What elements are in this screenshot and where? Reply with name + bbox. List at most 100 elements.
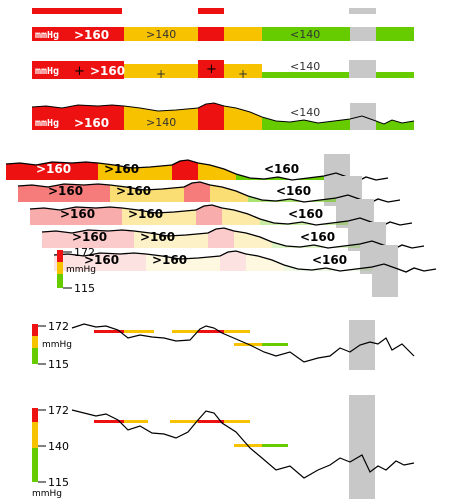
stack-high-label: >160 xyxy=(84,253,119,267)
stack-low-label: <160 xyxy=(288,207,323,221)
chart6-axis-yellow xyxy=(32,336,38,348)
stack-layer-red xyxy=(42,230,134,248)
row4-unit-label: mmHg xyxy=(35,118,59,129)
row4-green-area-2 xyxy=(376,120,414,130)
row4-outline xyxy=(31,102,415,125)
chart6-yellow-bar xyxy=(124,330,154,333)
stack-high-label: >160 xyxy=(72,230,107,244)
stack-layer-green xyxy=(272,242,360,248)
row2-high-label: >160 xyxy=(74,28,109,42)
stack-layer-line xyxy=(17,181,401,204)
row3-unit-label: mmHg xyxy=(35,66,59,77)
row1-gray-bar xyxy=(349,8,376,14)
chart7-axis-unit: mmHg xyxy=(32,489,62,499)
stack-layer-red-2 xyxy=(196,205,222,225)
stack-axis-yellow xyxy=(57,262,63,274)
stack-layer-red-2 xyxy=(172,160,198,180)
chart6-green-bar xyxy=(262,343,288,346)
chart6-axis-unit: mmHg xyxy=(42,340,72,350)
stacked-fading-layers: >160 >160 <160>160 >160 <160>160 >160 <160>160… xyxy=(5,154,437,297)
stack-high-label: >160 xyxy=(48,184,83,198)
row4-yellow-area-2 xyxy=(224,106,262,130)
stack-axis-green xyxy=(57,274,63,288)
row2-low-label: <140 xyxy=(290,28,320,41)
stack-axis: 172 mmHg 115 xyxy=(57,246,96,295)
chart6-axis-bottom: 115 xyxy=(48,358,69,371)
stack-layer-gray xyxy=(372,245,398,297)
row3-green-line xyxy=(262,72,350,78)
stack-layer-yellow-2 xyxy=(246,254,284,271)
chart7-gray-segment xyxy=(349,395,375,499)
row1-red-bar xyxy=(32,8,122,14)
row3-yellow-segment-2 xyxy=(224,64,262,78)
stack-layer-4: >160 >160 <160 xyxy=(41,222,425,274)
row3-green-line-2 xyxy=(376,72,414,78)
row3-yellow-segment xyxy=(124,64,198,78)
stack-layer-green xyxy=(284,265,372,271)
row3-plus-marker-4: + xyxy=(238,67,248,81)
row3-high-label: >160 xyxy=(90,64,125,78)
row2-red-segment xyxy=(32,27,124,41)
stack-low-label: <160 xyxy=(312,253,347,267)
chart7-line xyxy=(71,409,415,479)
row2-green-segment xyxy=(262,27,350,41)
row3-plus-marker-2: + xyxy=(156,67,166,81)
stack-axis-bottom: 115 xyxy=(74,282,95,295)
stack-layer-2: >160 >160 <160 xyxy=(17,176,401,228)
row3-plus-marker: + xyxy=(74,64,85,79)
row2-threshold-band: mmHg >160 >140 <140 xyxy=(32,27,414,42)
chart7-green-bar xyxy=(262,444,288,447)
row2-green-segment-2 xyxy=(376,27,414,41)
chart6-yellow-bar-2 xyxy=(172,330,198,333)
row1-indicator-bars xyxy=(32,8,376,14)
chart7-yellow-bar-2 xyxy=(170,420,198,423)
row2-gray-segment xyxy=(350,27,376,41)
stack-layer-5: >160 >160 <160 xyxy=(53,245,437,297)
row2-yellow-segment-2 xyxy=(224,27,262,41)
chart7-line-thresholds: 172 140 115 mmHg xyxy=(32,395,415,499)
stack-high-label: >160 xyxy=(36,162,71,176)
row2-mid-label: >140 xyxy=(146,28,176,41)
chart7-yellow-bar-3 xyxy=(224,420,250,423)
stack-axis-top: 172 xyxy=(74,246,95,259)
row4-red-area xyxy=(32,105,124,130)
chart7-axis-green xyxy=(32,448,38,482)
row3-red-segment xyxy=(32,61,124,79)
stack-low-label: <160 xyxy=(276,184,311,198)
row4-green-area xyxy=(262,117,350,130)
stack-layer-yellow-2 xyxy=(234,231,272,248)
stack-layer-yellow-2 xyxy=(198,163,236,180)
row4-red-area-2 xyxy=(198,103,224,130)
stack-layer-red-2 xyxy=(220,251,246,271)
row2-red-segment-2 xyxy=(198,27,224,41)
stack-layer-red xyxy=(6,162,98,180)
stack-layer-yellow-2 xyxy=(210,185,248,202)
chart7-axis-mid: 140 xyxy=(48,440,69,453)
chart6-axis-top: 172 xyxy=(48,320,69,333)
row4-high-label: >160 xyxy=(74,116,109,130)
stack-layer-line xyxy=(5,159,389,182)
row3-plus-band: mmHg + >160 + + + <140 xyxy=(32,60,414,81)
stack-low-label: <160 xyxy=(264,162,299,176)
stack-mid-label: >160 xyxy=(116,184,151,198)
chart6-red-bar-2 xyxy=(198,330,224,333)
chart6-axis-red xyxy=(32,324,38,336)
row3-gray-segment xyxy=(349,60,376,78)
row2-yellow-segment xyxy=(124,27,198,41)
stack-layer-yellow-2 xyxy=(222,208,260,225)
stack-layer-red xyxy=(54,253,146,271)
stack-layer-red xyxy=(18,184,110,202)
chart7-axis-yellow xyxy=(32,422,38,448)
chart6-line xyxy=(71,323,415,363)
stack-layer-red-2 xyxy=(184,182,210,202)
stack-layer-green xyxy=(236,174,324,180)
row1-red-bar-short xyxy=(198,8,224,14)
row3-plus-marker-3: + xyxy=(206,62,217,77)
stack-layer-red xyxy=(30,207,122,225)
chart7-yellow-bar xyxy=(124,420,148,423)
row2-unit-label: mmHg xyxy=(35,30,59,41)
chart7-axis-bottom: 115 xyxy=(48,476,69,489)
stack-layer-line xyxy=(29,204,413,227)
stack-axis-red xyxy=(57,250,63,262)
